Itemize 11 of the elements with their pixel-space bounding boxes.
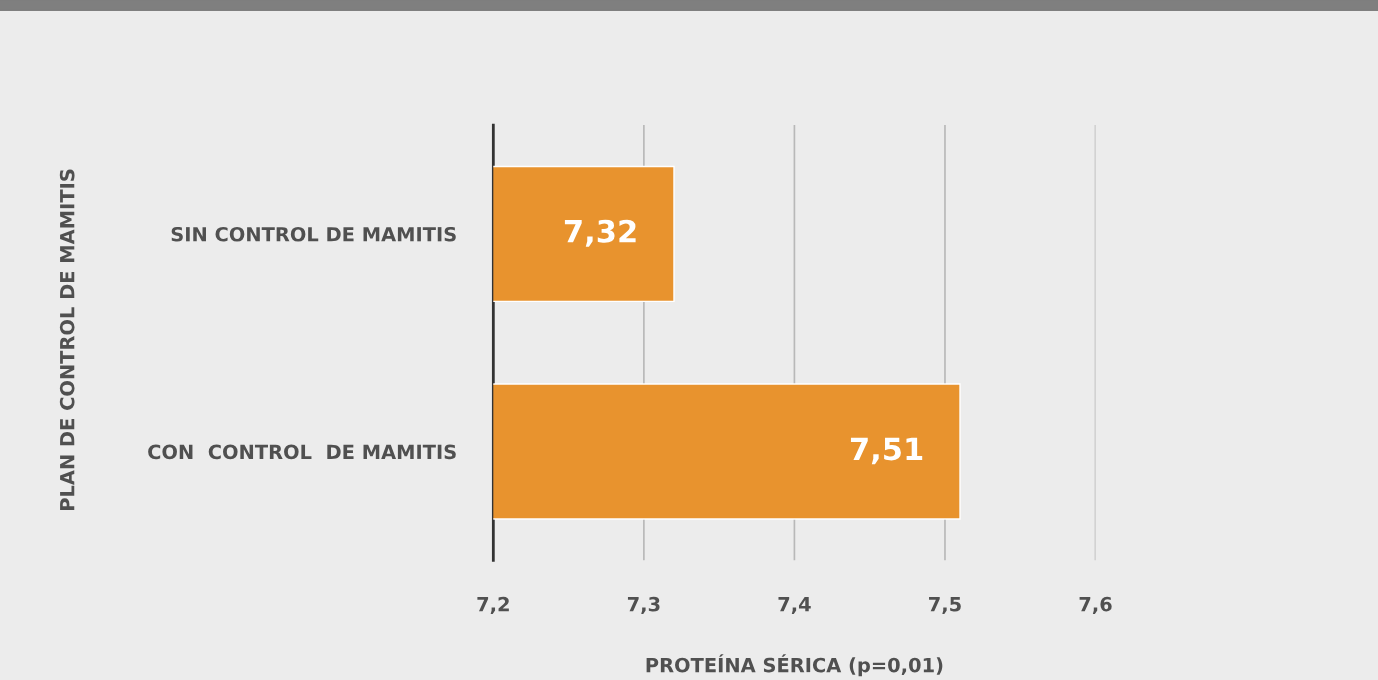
- x-tick-label: 7,2: [477, 596, 509, 614]
- y-tick-label: SIN CONTROL DE MAMITIS: [171, 226, 456, 242]
- y-tick-label: CON CONTROL DE MAMITIS: [148, 444, 456, 460]
- x-tick-label: 7,4: [778, 597, 811, 614]
- x-tick-label: 7,5: [929, 597, 961, 614]
- x-tick-label: 7,3: [627, 596, 660, 614]
- x-axis-title: PROTEÍNA SÉRICA (p=0,01): [646, 654, 943, 677]
- data-label: 7,51: [850, 437, 923, 465]
- x-tick-label: 7,6: [1079, 596, 1112, 614]
- data-label: 7,32: [564, 219, 636, 247]
- y-axis-title: PLAN DE CONTROL DE MAMITIS: [59, 169, 75, 511]
